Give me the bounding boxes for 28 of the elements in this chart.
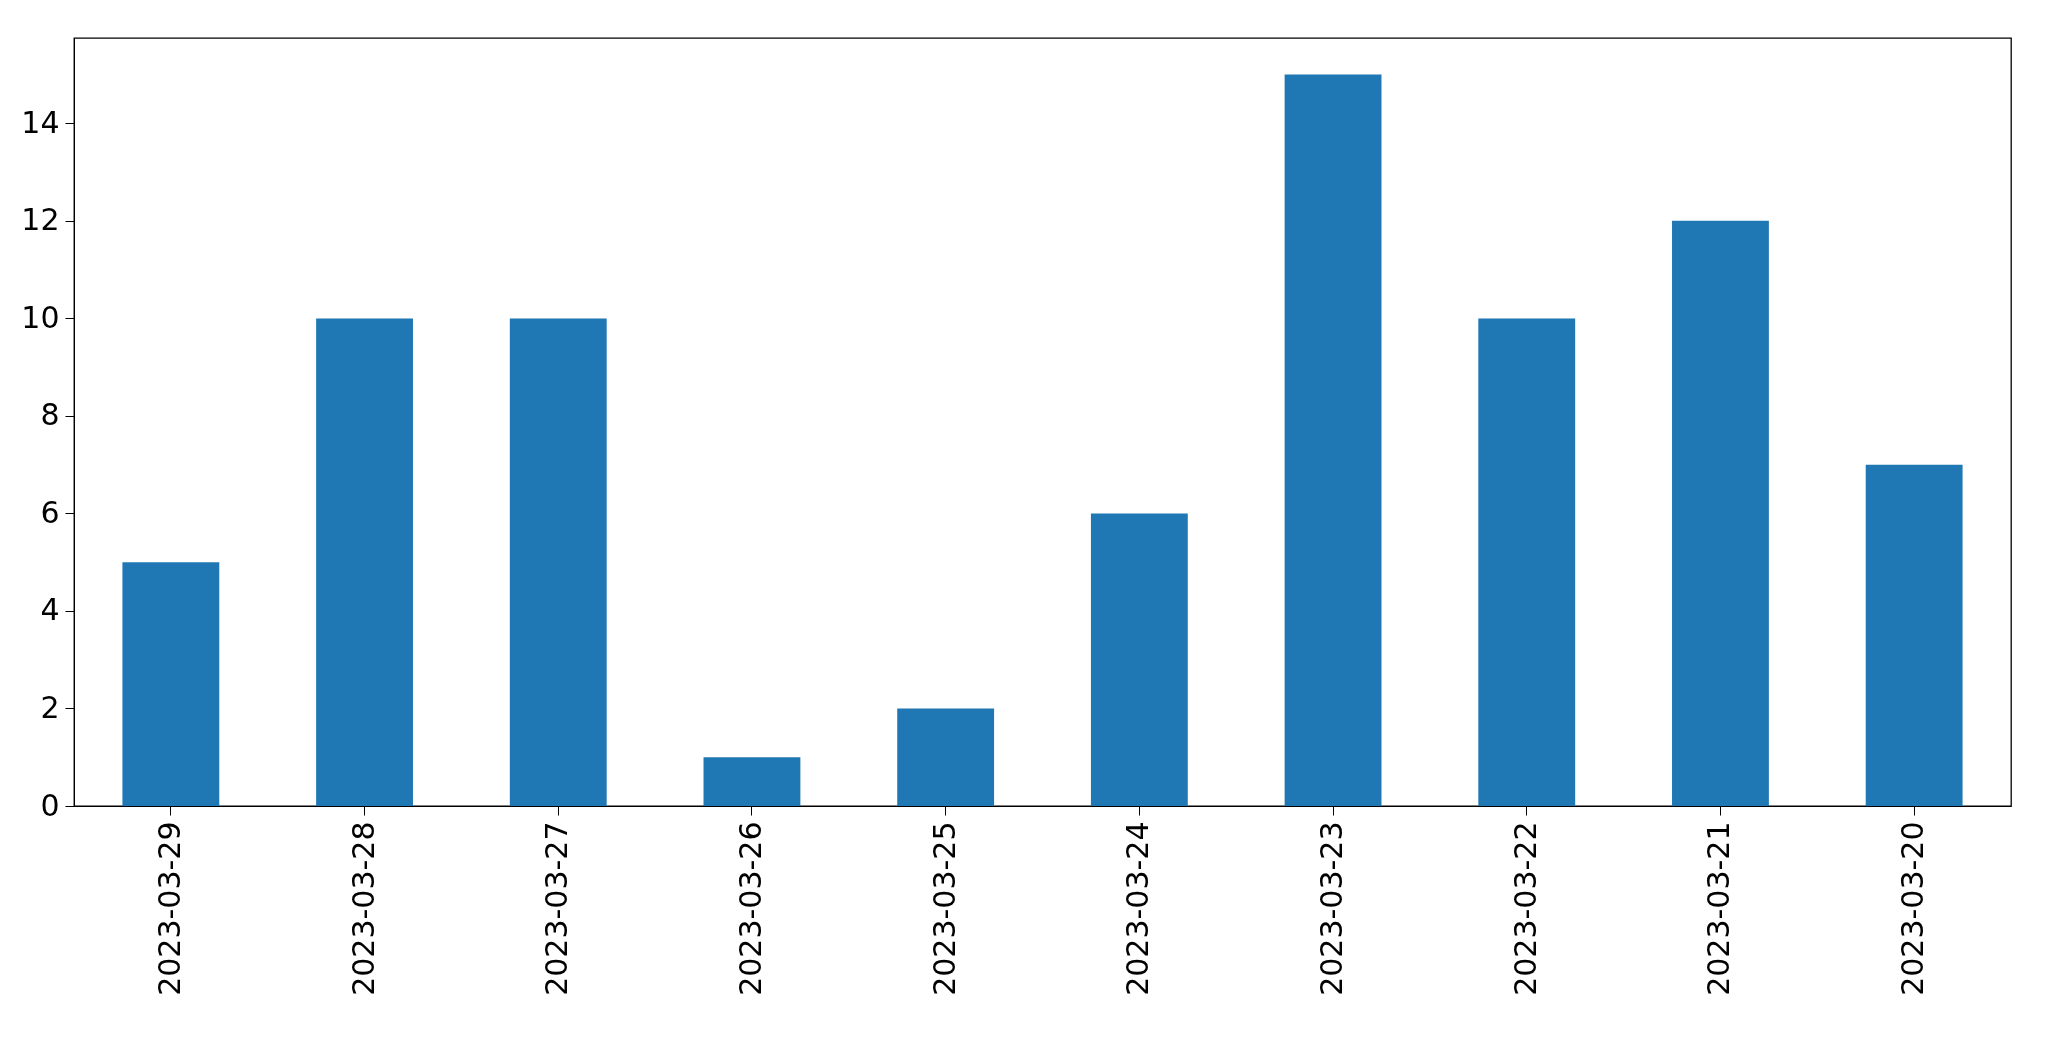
- x-tick-label: 2023-03-28: [345, 821, 381, 996]
- x-tick-label: 2023-03-23: [1314, 821, 1350, 996]
- y-tick-label: 10: [21, 299, 60, 335]
- x-tick-label: 2023-03-21: [1701, 821, 1737, 996]
- y-tick-label: 0: [40, 787, 60, 823]
- x-tick-label: 2023-03-26: [732, 821, 768, 996]
- bar: [1865, 464, 1963, 806]
- bar: [316, 318, 413, 806]
- x-tick-label: 2023-03-25: [926, 821, 962, 996]
- y-tick-label: 6: [40, 494, 60, 530]
- bar: [1284, 74, 1382, 806]
- bar: [122, 562, 220, 806]
- x-tick-label: 2023-03-29: [151, 821, 187, 996]
- bar: [1478, 318, 1576, 806]
- x-tick-label: 2023-03-24: [1120, 821, 1156, 996]
- y-tick-label: 14: [21, 104, 60, 140]
- y-tick-label: 2: [40, 689, 60, 725]
- x-tick-label: 2023-03-20: [1895, 821, 1931, 996]
- y-tick-label: 8: [40, 397, 60, 433]
- bar: [897, 708, 995, 806]
- bar: [509, 318, 607, 806]
- bar: [1090, 513, 1188, 806]
- y-tick-label: 4: [40, 592, 60, 628]
- x-tick-label: 2023-03-27: [539, 821, 575, 996]
- x-tick-label: 2023-03-22: [1507, 821, 1543, 996]
- y-tick-label: 12: [21, 202, 60, 238]
- bar: [1672, 220, 1769, 806]
- bar: [703, 757, 801, 806]
